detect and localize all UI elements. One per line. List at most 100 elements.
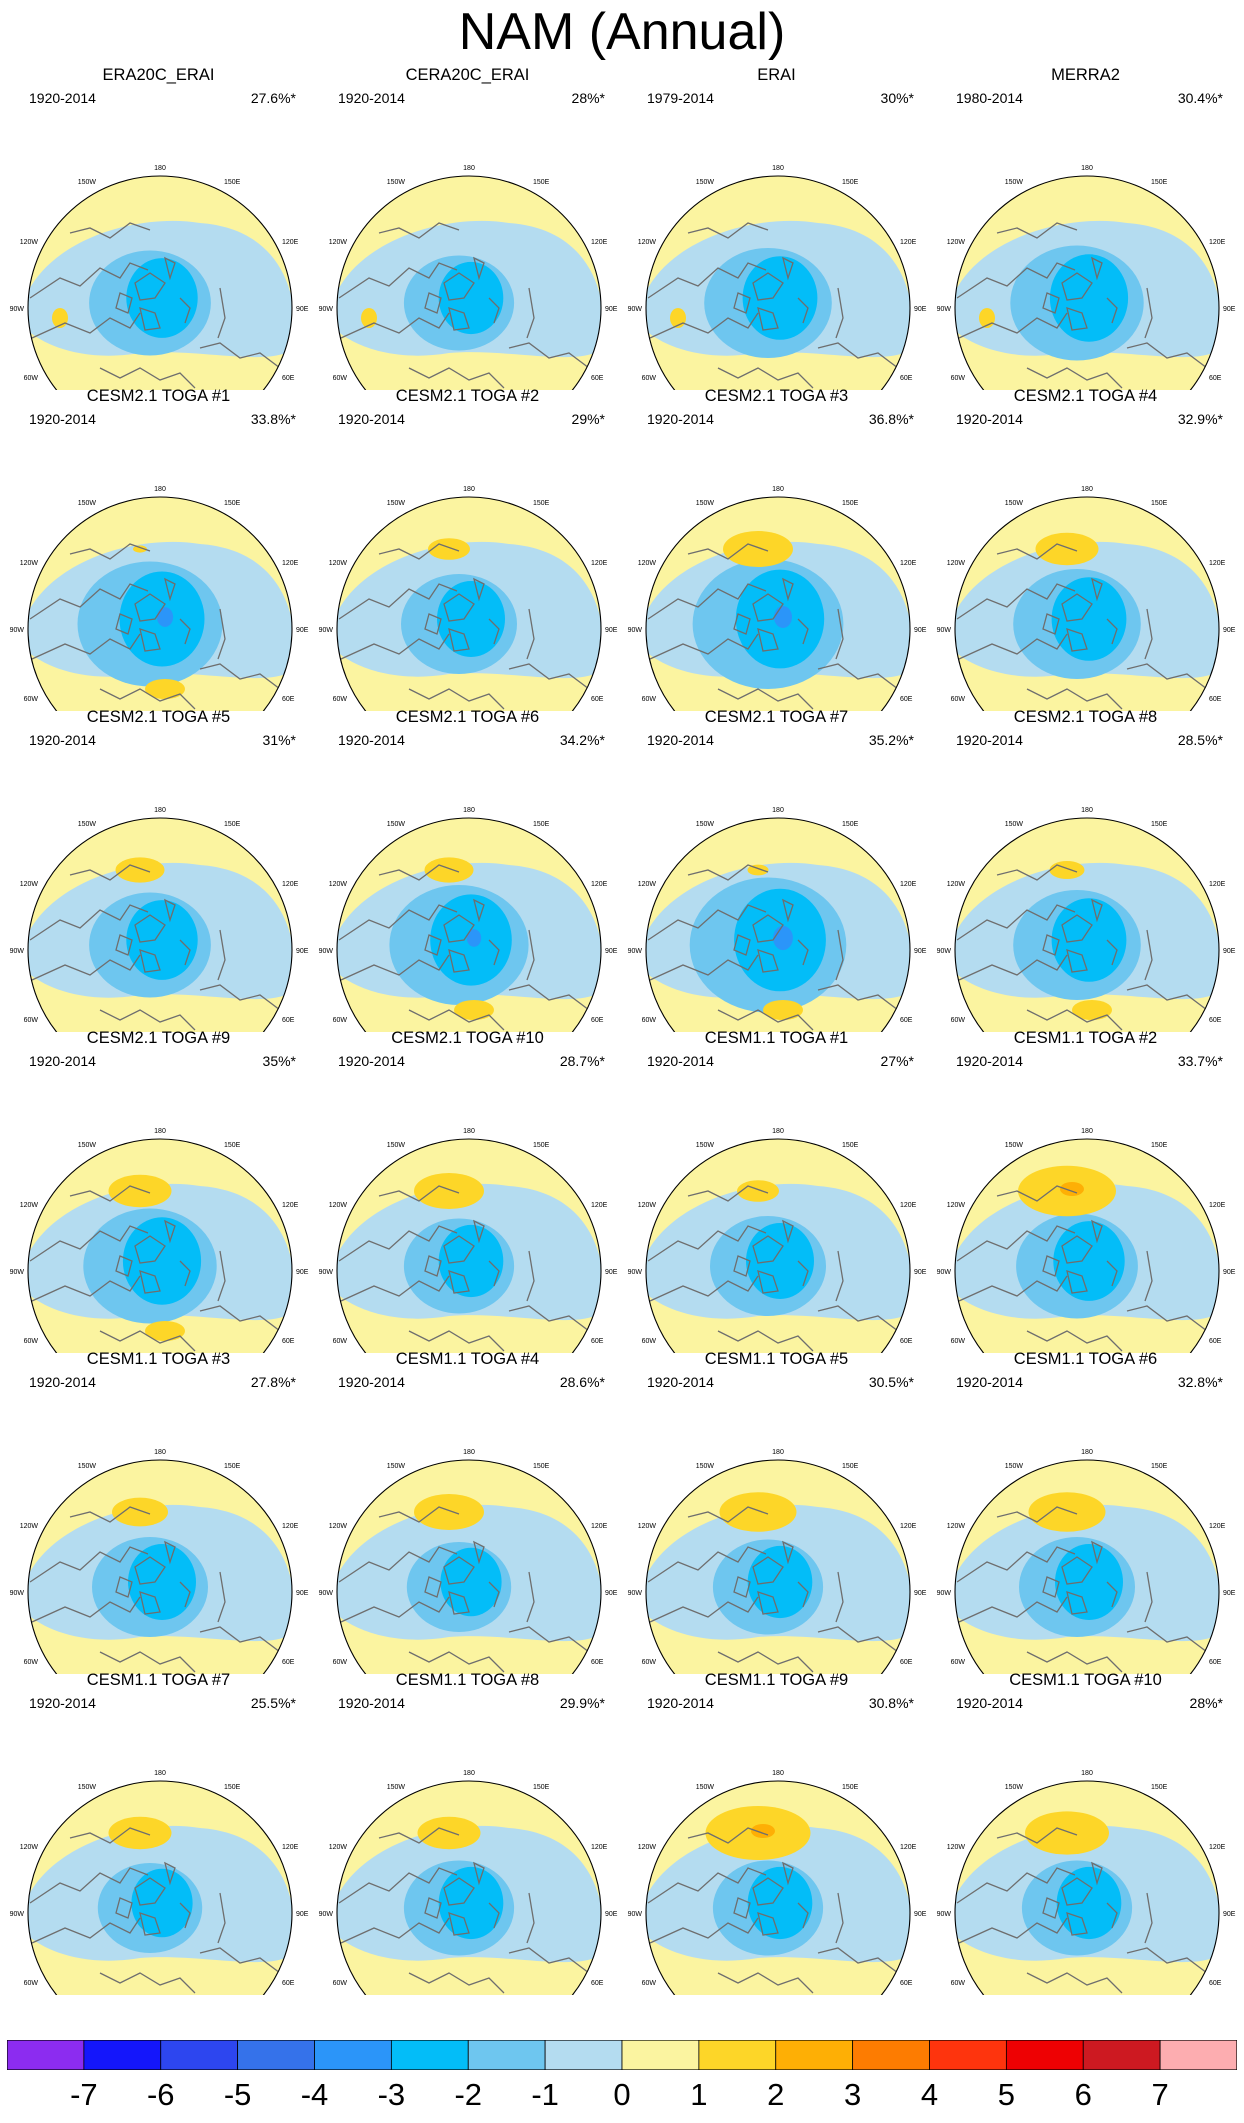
panel-period: 1920-2014 (956, 1053, 1023, 1069)
longitude-label: 120E (1209, 560, 1226, 567)
panel-period: 1920-2014 (29, 732, 96, 748)
longitude-label: 60E (282, 1338, 295, 1345)
coastlines (338, 1827, 590, 1994)
map-boundary (645, 817, 911, 1032)
longitude-label: 180 (154, 1128, 166, 1135)
anomaly-contour--3 (437, 581, 505, 657)
polar-map: 180090W90E120W120E60W60E150W150E30W30E (319, 165, 618, 390)
map-panel-grid: ERA20C_ERAI1920-201427.6%*180090W90E120W… (3, 65, 1241, 1995)
anomaly-contour--3 (438, 1224, 504, 1298)
longitude-label: 60W (951, 1980, 966, 1987)
map-boundary (954, 175, 1220, 390)
longitude-label: 60E (1209, 375, 1222, 382)
colorbar-segment (237, 2040, 315, 2070)
anomaly-contour-2 (145, 1321, 185, 1341)
panel-period: 1920-2014 (956, 1695, 1023, 1711)
longitude-label: 90W (10, 1590, 25, 1597)
longitude-label: 90W (937, 627, 952, 634)
colorbar-tick-label: -6 (146, 2077, 175, 2112)
map-panel: CERA20C_ERAI1920-201428%*180090W90E120W1… (312, 65, 623, 390)
colorbar-segment (467, 2040, 546, 2070)
anomaly-contour--3 (122, 1217, 202, 1305)
longitude-label: 60W (951, 375, 966, 382)
longitude-label: 120W (638, 1844, 657, 1851)
panel-variance-explained: 27.6%* (250, 90, 296, 106)
longitude-label: 60W (24, 1659, 39, 1666)
polar-map: 180090W90E120W120E60W60E150W150E30W30E (937, 807, 1236, 1032)
anomaly-contour--4 (466, 929, 482, 947)
longitude-label: 60W (642, 1338, 657, 1345)
map-boundary (27, 1780, 293, 1995)
polar-map: 180090W90E120W120E60W60E150W150E30W30E (319, 1128, 618, 1353)
longitude-label: 90E (296, 1911, 309, 1918)
longitude-label: 60E (282, 696, 295, 703)
longitude-label: 150W (696, 1142, 715, 1149)
longitude-label: 60W (24, 1980, 39, 1987)
coastlines (29, 222, 281, 389)
longitude-label: 60E (591, 375, 604, 382)
map-boundary (645, 175, 911, 390)
longitude-label: 60E (282, 1659, 295, 1666)
map-boundary (645, 1138, 911, 1353)
panel-title: CERA20C_ERAI (405, 66, 530, 84)
map-panel: CESM1.1 TOGA #101920-201428%*180090W90E1… (930, 1670, 1241, 1995)
longitude-label: 150W (696, 1463, 715, 1470)
longitude-label: 120E (900, 1523, 917, 1530)
colorbar-tick-label: 5 (997, 2077, 1015, 2112)
coastlines (647, 1506, 899, 1673)
longitude-label: 180 (1081, 486, 1093, 493)
anomaly-contour--4 (773, 925, 793, 951)
panel-period: 1920-2014 (29, 1374, 96, 1390)
anomaly-contour-2 (1049, 861, 1085, 879)
anomaly-contour--3 (438, 261, 504, 335)
panel-period: 1920-2014 (29, 90, 96, 106)
longitude-label: 180 (154, 1449, 166, 1456)
polar-map: 180090W90E120W120E60W60E150W150E30W30E (937, 1128, 1236, 1353)
polar-map: 180090W90E120W120E60W60E150W150E30W30E (937, 165, 1236, 390)
longitude-label: 90E (1223, 1911, 1236, 1918)
coastlines (29, 1506, 281, 1673)
longitude-label: 150E (1151, 500, 1168, 507)
map-panel: CESM1.1 TOGA #91920-201430.8%*180090W90E… (621, 1670, 932, 1995)
longitude-label: 90E (605, 627, 618, 634)
longitude-label: 120E (591, 1202, 608, 1209)
longitude-label: 120W (638, 239, 657, 246)
longitude-label: 120E (900, 1844, 917, 1851)
polar-map: 180090W90E120W120E60W60E150W150E30W30E (10, 165, 309, 390)
panel-period: 1920-2014 (338, 1695, 405, 1711)
longitude-label: 120W (947, 239, 966, 246)
anomaly-contour--3 (131, 1868, 193, 1938)
longitude-label: 60E (591, 1980, 604, 1987)
polar-map: 180090W90E120W120E60W60E150W150E30W30E (937, 1770, 1236, 1995)
longitude-label: 180 (1081, 165, 1093, 172)
longitude-label: 120W (20, 560, 39, 567)
polar-map: 180090W90E120W120E60W60E150W150E30W30E (10, 1449, 309, 1674)
longitude-label: 90E (914, 948, 927, 955)
map-panel: CESM2.1 TOGA #91920-201435%*180090W90E12… (3, 1028, 314, 1353)
longitude-label: 60E (900, 1338, 913, 1345)
longitude-label: 90W (937, 1590, 952, 1597)
map-boundary (645, 1459, 911, 1674)
panel-variance-explained: 28.5%* (1177, 732, 1223, 748)
polar-map: 180090W90E120W120E60W60E150W150E30W30E (10, 486, 309, 711)
map-panel: CESM2.1 TOGA #31920-201436.8%*180090W90E… (621, 386, 932, 711)
longitude-label: 150E (1151, 1463, 1168, 1470)
anomaly-contour--3 (1056, 1866, 1122, 1940)
longitude-label: 120E (1209, 1844, 1226, 1851)
longitude-label: 180 (1081, 807, 1093, 814)
polar-map: 180090W90E120W120E60W60E150W150E30W30E (937, 1449, 1236, 1674)
panel-variance-explained: 35%* (262, 1053, 296, 1069)
longitude-label: 90W (628, 1590, 643, 1597)
anomaly-contour--3 (126, 258, 198, 338)
longitude-label: 120E (900, 239, 917, 246)
longitude-label: 90E (1223, 1269, 1236, 1276)
longitude-label: 150E (842, 179, 859, 186)
longitude-label: 150W (1005, 1784, 1024, 1791)
longitude-label: 120W (947, 1523, 966, 1530)
longitude-label: 150W (1005, 500, 1024, 507)
longitude-label: 180 (772, 486, 784, 493)
longitude-label: 120E (282, 1523, 299, 1530)
longitude-label: 60W (24, 1017, 39, 1024)
longitude-label: 90E (296, 1590, 309, 1597)
map-boundary (336, 1459, 602, 1674)
